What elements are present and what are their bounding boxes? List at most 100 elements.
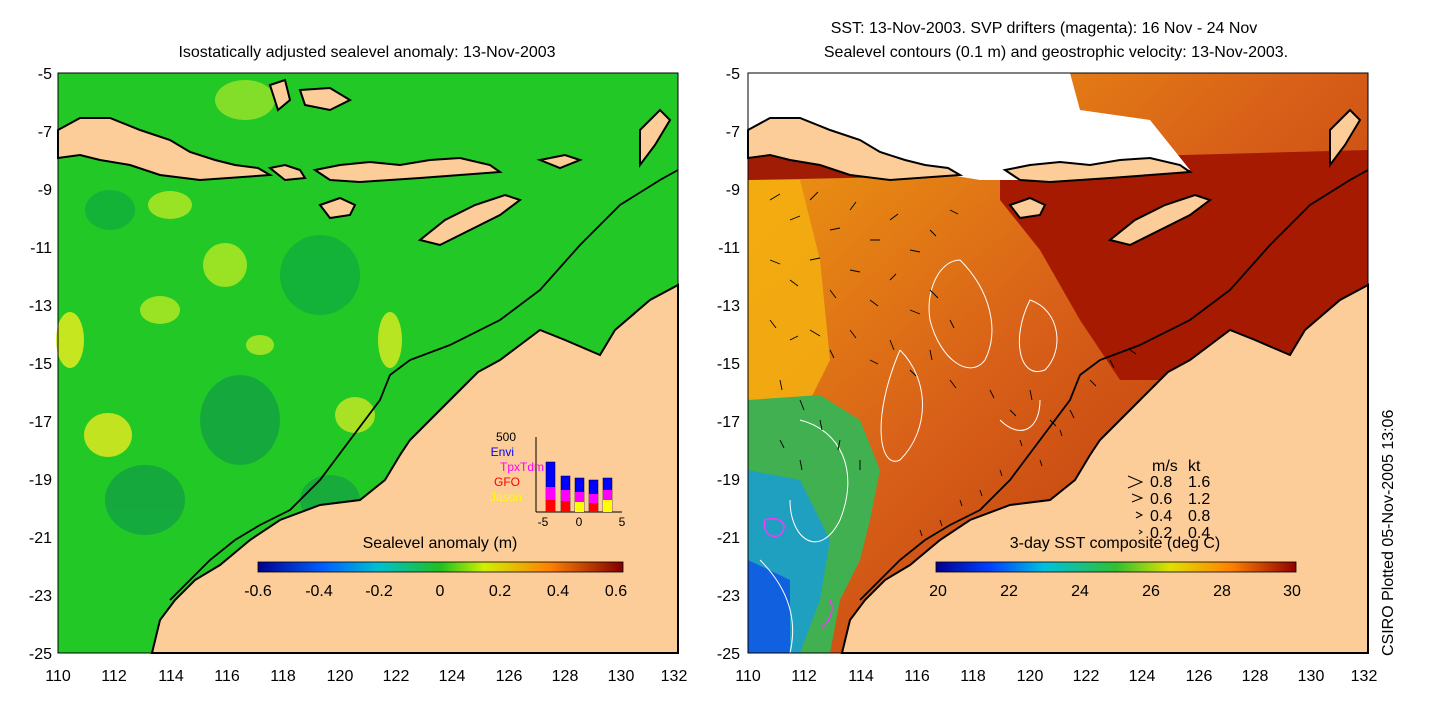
left-x-tick: 112 <box>101 668 127 685</box>
velocity-legend-ms: 0.8 <box>1150 474 1172 491</box>
left-y-tick: -5 <box>38 66 52 83</box>
right-title-line1: SST: 13-Nov-2003. SVP drifters (magenta)… <box>831 20 1258 37</box>
left-shelf-contour <box>169 169 679 601</box>
left-colorbar: Sealevel anomaly (m) -0.6 -0.4 -0.2 0 0.… <box>244 535 627 600</box>
land-australia-r <box>840 283 1369 654</box>
right-x-tick: 130 <box>1298 668 1325 685</box>
left-y-tick: -23 <box>29 588 52 605</box>
left-x-tick: 130 <box>608 668 635 685</box>
left-x-tick: 122 <box>383 668 410 685</box>
left-x-tick: 132 <box>661 668 688 685</box>
land-sumbawa-flores-r <box>1002 156 1193 184</box>
left-x-tick: 120 <box>327 668 354 685</box>
velocity-legend-kt: 1.2 <box>1188 491 1210 508</box>
inset-bars <box>545 461 613 513</box>
right-x-tick: 126 <box>1186 668 1213 685</box>
left-x-tick: 114 <box>158 668 184 685</box>
right-x-tick: 112 <box>791 668 817 685</box>
right-y-tick: -19 <box>717 472 740 489</box>
left-x-tick: 124 <box>439 668 466 685</box>
inset-legend-tpxtdm: TpxTdm <box>500 460 544 474</box>
left-colorbar-tick: 0.2 <box>489 583 511 600</box>
left-y-tick: -11 <box>30 240 52 257</box>
land-sumba <box>318 196 357 220</box>
right-x-tick: 120 <box>1017 668 1044 685</box>
land-java-r <box>747 117 964 182</box>
inset-y-top: 500 <box>496 430 516 444</box>
land-wetar <box>536 153 583 170</box>
right-title-line2: Sealevel contours (0.1 m) and geostrophi… <box>824 44 1288 61</box>
land-timor <box>417 193 523 247</box>
velocity-legend-kt: 1.6 <box>1188 474 1210 491</box>
velocity-legend-header-kt: kt <box>1188 458 1201 475</box>
land-islands-n <box>268 78 292 112</box>
right-colorbar-tick: 30 <box>1283 583 1301 600</box>
land-sumba-r <box>1008 196 1047 220</box>
land-islands-n2 <box>298 86 353 112</box>
land-australia <box>150 283 679 654</box>
inset-x-tick: 5 <box>619 515 626 529</box>
left-colorbar-label: Sealevel anomaly (m) <box>363 535 518 552</box>
right-colorbar-tick: 24 <box>1071 583 1089 600</box>
left-x-tick: 126 <box>496 668 523 685</box>
left-y-tick: -7 <box>38 124 52 141</box>
left-colorbar-tick: 0 <box>436 583 445 600</box>
right-x-tick: 110 <box>735 668 761 685</box>
left-colorbar-tick: -0.4 <box>305 583 333 600</box>
land-bali-lombok <box>267 163 307 182</box>
sst-yellow-strip <box>748 180 830 400</box>
land-tanimbar-r <box>1329 108 1362 168</box>
right-colorbar-tick: 26 <box>1142 583 1160 600</box>
right-y-tick: -21 <box>717 530 740 547</box>
inset-legend-envi: Envi <box>491 445 514 459</box>
cloud-region <box>748 73 1190 180</box>
right-y-tick: -9 <box>726 182 740 199</box>
inset-legend-jason: Jason <box>490 490 522 504</box>
right-y-tick: -25 <box>717 646 740 663</box>
velocity-legend-ms: 0.6 <box>1150 491 1172 508</box>
inset-x-tick: -5 <box>538 515 549 529</box>
right-x-tick: 116 <box>904 668 930 685</box>
inset-x-tick: 0 <box>576 515 583 529</box>
left-y-tick: -17 <box>29 414 52 431</box>
velocity-vectors <box>769 191 1137 537</box>
right-y-tick: -11 <box>718 240 740 257</box>
left-y-tick: -19 <box>29 472 52 489</box>
right-y-tick: -17 <box>717 414 740 431</box>
right-colorbar-tick: 28 <box>1213 583 1231 600</box>
right-colorbar-label: 3-day SST composite (deg C) <box>1010 535 1220 552</box>
left-colorbar-tick: -0.2 <box>365 583 393 600</box>
right-y-tick: -13 <box>717 298 740 315</box>
left-y-tick: -25 <box>29 646 52 663</box>
right-x-tick: 122 <box>1073 668 1100 685</box>
left-y-tick: -13 <box>29 298 52 315</box>
left-colorbar-tick: 0.6 <box>605 583 627 600</box>
left-land <box>57 78 679 654</box>
velocity-legend-header-ms: m/s <box>1152 458 1178 475</box>
sst-warm-region <box>1000 150 1368 380</box>
right-colorbar-tick: 22 <box>1000 583 1018 600</box>
left-x-tick: 118 <box>270 668 296 685</box>
right-land <box>747 108 1369 654</box>
left-colorbar-tick: 0.4 <box>547 583 569 600</box>
right-y-tick: -7 <box>726 124 740 141</box>
sealevel-contours <box>759 259 1058 654</box>
inset-legend-gfo: GFO <box>494 475 520 489</box>
left-x-tick: 110 <box>45 668 71 685</box>
left-title: Isostatically adjusted sealevel anomaly:… <box>178 44 555 61</box>
right-x-axis: 110 112 114 116 118 120 122 124 126 128 … <box>735 668 1377 685</box>
left-colorbar-tick: -0.6 <box>244 583 272 600</box>
velocity-legend: m/s kt 0.8 1.6 0.6 1.2 0.4 0.8 0.2 0.4 <box>1127 458 1210 542</box>
credit-text: CSIRO Plotted 05-Nov-2005 13:06 <box>1380 410 1397 656</box>
left-y-tick: -21 <box>29 530 52 547</box>
land-sumbawa-flores <box>312 156 503 184</box>
left-x-tick: 128 <box>552 668 579 685</box>
right-x-tick: 114 <box>848 668 874 685</box>
inset-histogram: 500 Envi TpxTdm GFO Jason -5 0 5 <box>490 430 626 529</box>
right-y-tick: -15 <box>717 356 740 373</box>
right-x-tick: 128 <box>1242 668 1269 685</box>
right-colorbar: 3-day SST composite (deg C) 20 22 24 26 … <box>929 535 1301 600</box>
left-y-axis: -5 -7 -9 -11 -13 -15 -17 -19 -21 -23 -25 <box>29 66 52 663</box>
left-x-axis: 110 112 114 116 118 120 122 124 126 128 … <box>45 668 687 685</box>
